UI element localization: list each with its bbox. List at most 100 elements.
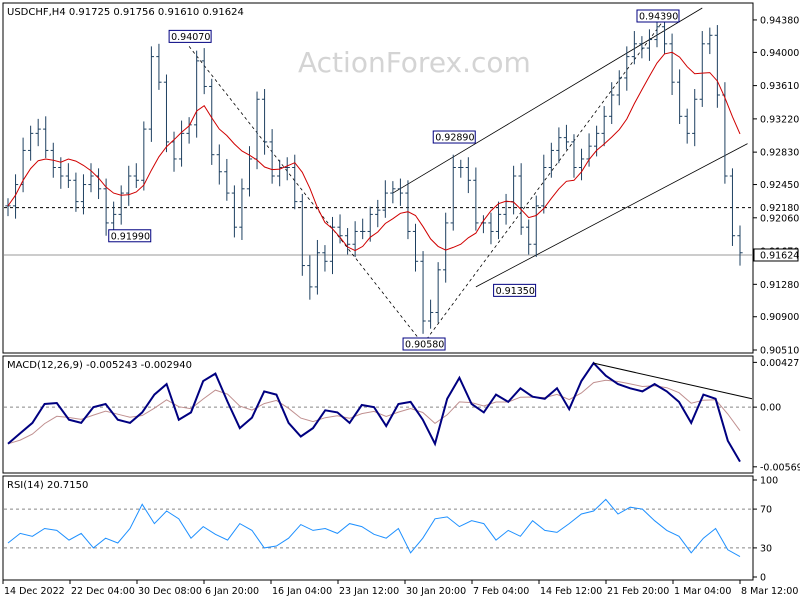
macd-header: MACD(12,26,9) -0.005243 -0.002940	[7, 360, 192, 371]
price-annotation-box	[432, 130, 476, 144]
price-bar	[473, 167, 479, 231]
rsi-y-tick-label: 0	[760, 573, 766, 584]
price-bar	[556, 127, 562, 164]
time-tick-label: 8 Mar 12:00	[741, 586, 798, 597]
price-bar	[111, 201, 117, 231]
price-moving-average	[7, 51, 741, 252]
price-plot-frame	[2, 2, 754, 354]
price-annotation-box	[402, 337, 446, 351]
rsi-line	[7, 498, 741, 558]
price-bar	[533, 195, 539, 258]
price-bar	[231, 185, 238, 238]
time-axis: 14 Dec 2022 22 Dec 04:00 30 Dec 08:00 6 Jan…	[2, 580, 798, 597]
price-bar	[692, 89, 698, 147]
price-bar	[375, 199, 381, 228]
price-bar	[43, 116, 49, 159]
price-annotation-label: 0.90580	[405, 340, 444, 351]
price-bar	[88, 163, 94, 193]
price-bar	[261, 89, 268, 155]
price-bar	[427, 299, 434, 329]
price-annotations: 0.94070 0.91990 0.92890 0.90580 0.91350 0.943…	[108, 9, 680, 351]
price-bar	[707, 27, 713, 55]
time-tick-label: 16 Jan 04:00	[272, 586, 332, 597]
price-annotation: 0.94070	[168, 29, 212, 43]
price-bar	[337, 214, 343, 244]
price-bar	[163, 74, 170, 153]
price-bar	[488, 212, 494, 245]
trendline	[422, 18, 665, 345]
price-bar	[541, 154, 547, 214]
price-annotation-label: 0.94070	[171, 32, 210, 43]
price-header: USDCHF,H4 0.91725 0.91756 0.91610 0.9162…	[7, 7, 244, 18]
time-tick-label: 30 Dec 08:00	[138, 586, 202, 597]
price-bar	[148, 46, 155, 142]
price-bar	[586, 133, 592, 167]
price-bar	[518, 163, 524, 235]
price-bar	[435, 262, 441, 323]
price-bar	[646, 29, 653, 61]
price-panel: ActionForex.com USDCHF,H4 0.91725 0.9175…	[2, 2, 799, 357]
price-bar	[397, 178, 404, 206]
price-bar	[548, 142, 554, 178]
price-bar	[118, 185, 124, 225]
time-tick-label: 21 Feb 20:00	[607, 586, 669, 597]
price-bar	[578, 148, 585, 181]
price-bar	[284, 157, 290, 181]
price-annotation-label: 0.91990	[111, 231, 150, 242]
price-bar	[194, 50, 200, 138]
price-y-tick-label: 0.90510	[760, 346, 799, 357]
time-tick-label: 1 Mar 04:00	[674, 586, 731, 597]
time-tick-label: 14 Dec 2022	[4, 586, 65, 597]
price-bar	[156, 43, 162, 90]
time-tick-label: 30 Jan 20:00	[406, 586, 466, 597]
price-y-tick-label: 0.94000	[760, 48, 799, 59]
price-bar	[593, 125, 600, 157]
price-annotation: 0.92890	[432, 130, 476, 144]
price-annotation-box	[493, 283, 537, 297]
price-bar	[73, 172, 79, 212]
macd-line	[7, 361, 741, 463]
price-y-tick-label: 0.93610	[760, 81, 799, 92]
trendline	[392, 7, 703, 194]
price-bar	[201, 48, 207, 95]
price-annotation: 0.91350	[493, 283, 537, 297]
rsi-panel: RSI(14) 20.7150 100 70 30 0	[2, 475, 778, 584]
price-bar	[27, 125, 34, 161]
macd-y-tick-label: 0.004273	[760, 358, 800, 369]
rsi-header: RSI(14) 20.7150	[7, 480, 88, 491]
rsi-y-axis: 100 70 30 0	[4, 476, 778, 584]
price-bar	[458, 159, 464, 178]
price-bar	[669, 33, 675, 95]
price-bar	[390, 181, 396, 204]
price-bar	[382, 180, 388, 218]
trendline	[475, 143, 748, 288]
rsi-y-tick-label: 100	[760, 476, 778, 487]
price-bar	[639, 36, 645, 59]
price-bar	[676, 69, 683, 124]
price-bar	[65, 163, 72, 188]
price-bar	[329, 216, 336, 275]
price-bar	[465, 157, 471, 194]
price-y-tick-label: 0.92060	[760, 213, 799, 224]
price-bar	[450, 154, 456, 231]
price-annotation-box	[168, 29, 212, 43]
macd-signal-line	[7, 379, 741, 445]
price-bar	[443, 212, 449, 283]
price-bar	[216, 144, 222, 185]
price-bar	[412, 223, 419, 272]
price-bar	[246, 146, 253, 197]
price-annotation-label: 0.92890	[435, 133, 474, 144]
price-bar	[563, 124, 570, 150]
price-annotation: 0.91990	[108, 229, 152, 243]
price-trendlines	[188, 7, 748, 345]
price-bar	[624, 46, 630, 91]
price-bar	[714, 25, 721, 108]
price-bar	[292, 154, 298, 210]
time-tick-label: 14 Feb 12:00	[540, 586, 602, 597]
price-bar	[737, 225, 743, 266]
price-bar	[133, 163, 139, 188]
price-bar	[729, 168, 736, 246]
price-y-tick-label: 0.90900	[760, 312, 799, 323]
price-y-tick-label: 0.91280	[760, 280, 799, 291]
